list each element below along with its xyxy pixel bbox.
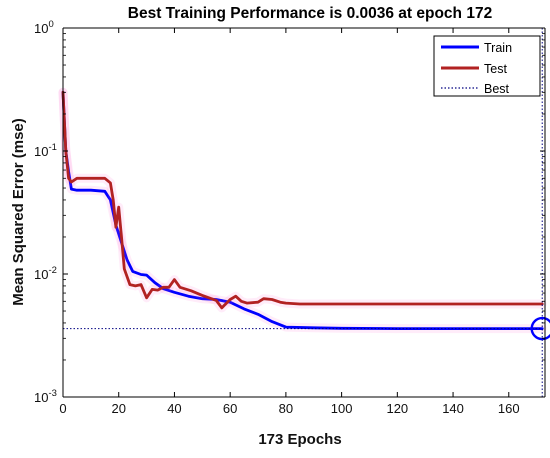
legend: Train Test Best xyxy=(433,35,541,97)
best-point-marker xyxy=(530,316,550,341)
x-tick-label: 160 xyxy=(498,401,520,416)
y-tick-label-base: 10 xyxy=(34,21,48,36)
y-tick-label: 10-1 xyxy=(34,142,57,159)
y-tick-label-exponent: -2 xyxy=(48,265,56,276)
y-tick-label-base: 10 xyxy=(34,144,48,159)
x-tick-label: 0 xyxy=(59,401,66,416)
x-tick-label: 80 xyxy=(279,401,293,416)
series-test-line xyxy=(61,90,544,310)
x-tick-label: 100 xyxy=(331,401,353,416)
y-tick-label-base: 10 xyxy=(34,390,48,405)
chart-title: Best Training Performance is 0.0036 at e… xyxy=(128,5,492,22)
x-axis-label: 173 Epochs xyxy=(258,431,341,448)
legend-test-label: Test xyxy=(484,62,507,76)
y-tick-label-exponent: 0 xyxy=(48,19,53,30)
y-tick-label: 10-3 xyxy=(34,388,57,405)
y-tick-label-exponent: -1 xyxy=(48,142,56,153)
x-tick-label: 120 xyxy=(386,401,408,416)
x-tick-label: 40 xyxy=(167,401,181,416)
x-tick-label: 60 xyxy=(223,401,237,416)
x-tick-label: 140 xyxy=(442,401,464,416)
legend-train-label: Train xyxy=(484,41,512,55)
y-tick-label-exponent: -3 xyxy=(48,388,56,399)
y-tick-label: 10-2 xyxy=(34,265,57,282)
y-tick-label: 100 xyxy=(34,19,54,36)
y-tick-label-base: 10 xyxy=(34,267,48,282)
legend-best-label: Best xyxy=(484,82,510,96)
x-tick-label: 20 xyxy=(111,401,125,416)
y-axis-label: Mean Squared Error (mse) xyxy=(10,118,27,306)
